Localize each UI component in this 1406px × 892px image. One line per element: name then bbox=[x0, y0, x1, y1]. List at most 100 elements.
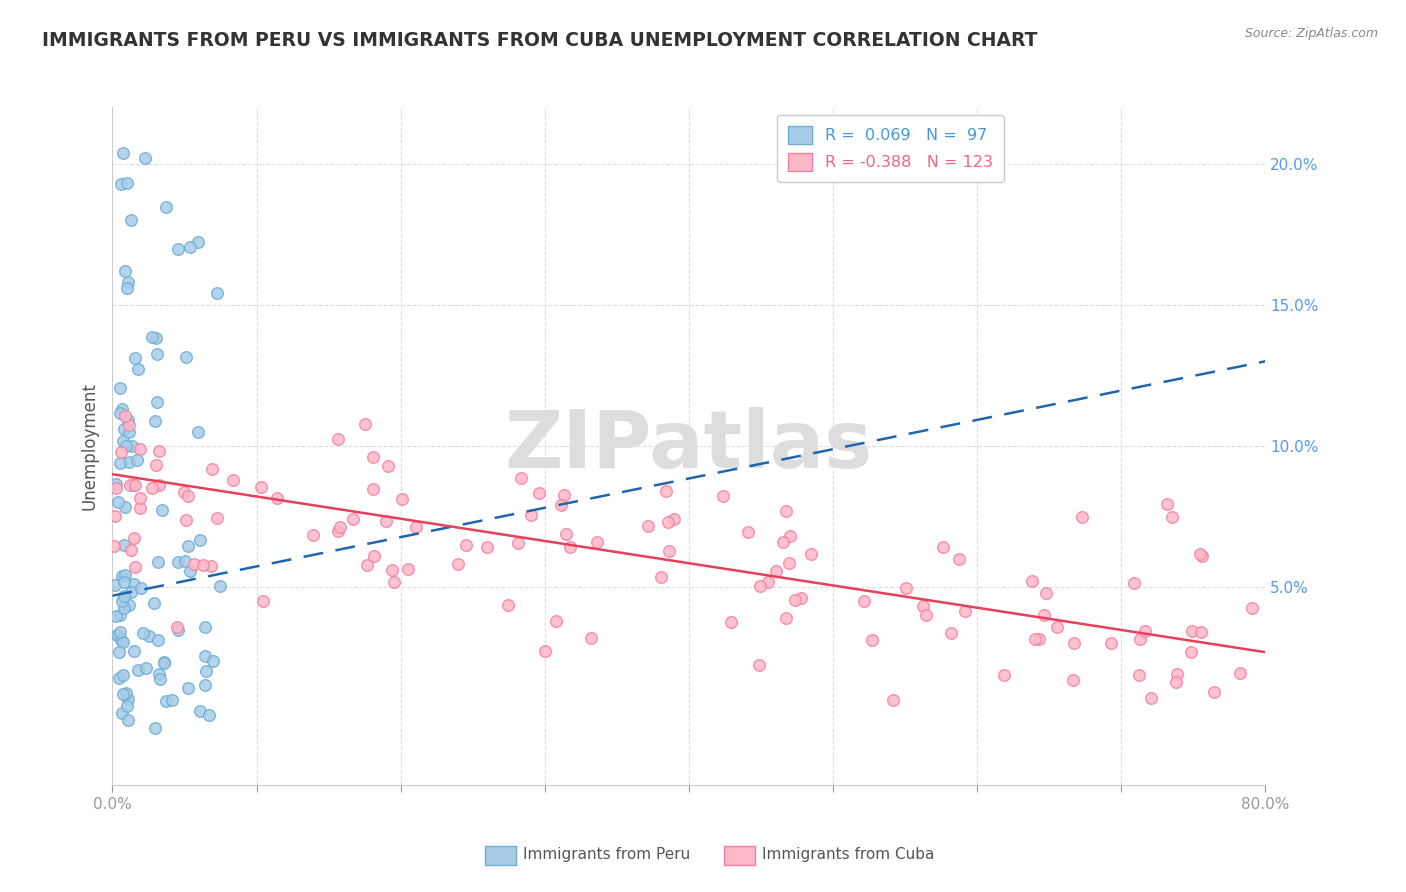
Point bbox=[737, 525, 759, 540]
Point bbox=[174, 350, 197, 364]
Point bbox=[115, 439, 138, 453]
Point bbox=[143, 414, 166, 428]
Point bbox=[174, 513, 197, 527]
Point bbox=[111, 667, 134, 681]
Point bbox=[896, 582, 918, 596]
Point bbox=[127, 453, 149, 467]
Point bbox=[114, 500, 136, 514]
Point bbox=[209, 579, 232, 593]
Point bbox=[118, 417, 141, 432]
Point bbox=[122, 477, 145, 491]
Point bbox=[115, 176, 138, 190]
Point bbox=[201, 462, 224, 476]
Point bbox=[177, 681, 200, 695]
Point bbox=[1181, 624, 1204, 638]
Point bbox=[496, 598, 519, 612]
Point bbox=[201, 654, 224, 668]
Point bbox=[785, 593, 807, 607]
Point bbox=[104, 578, 127, 592]
Point bbox=[662, 512, 685, 526]
Point bbox=[650, 570, 672, 584]
Point bbox=[143, 721, 166, 735]
Text: Source: ZipAtlas.com: Source: ZipAtlas.com bbox=[1244, 27, 1378, 40]
Point bbox=[454, 538, 477, 552]
Point bbox=[112, 574, 135, 589]
Point bbox=[153, 657, 176, 671]
Text: IMMIGRANTS FROM PERU VS IMMIGRANTS FROM CUBA UNEMPLOYMENT CORRELATION CHART: IMMIGRANTS FROM PERU VS IMMIGRANTS FROM … bbox=[42, 31, 1038, 50]
Point bbox=[356, 558, 378, 572]
Point bbox=[179, 564, 201, 578]
Point bbox=[120, 212, 142, 227]
Point bbox=[381, 563, 404, 577]
Point bbox=[188, 533, 211, 548]
Point bbox=[1156, 497, 1178, 511]
Point bbox=[129, 581, 152, 595]
Point bbox=[122, 644, 145, 658]
Point bbox=[529, 485, 551, 500]
Point bbox=[1024, 632, 1046, 647]
Point bbox=[1129, 632, 1152, 647]
Point bbox=[110, 456, 132, 470]
Point bbox=[1071, 509, 1094, 524]
Point bbox=[114, 263, 136, 277]
Point bbox=[911, 599, 934, 613]
Point bbox=[779, 528, 801, 542]
Point bbox=[141, 330, 163, 344]
Point bbox=[121, 439, 143, 453]
Point bbox=[1166, 666, 1188, 681]
Point bbox=[772, 534, 794, 549]
Point bbox=[112, 589, 135, 603]
Point bbox=[326, 524, 349, 538]
Point bbox=[111, 634, 134, 648]
Point bbox=[1128, 668, 1150, 682]
Point bbox=[194, 648, 217, 663]
Point bbox=[882, 693, 904, 707]
Point bbox=[748, 578, 770, 592]
Point bbox=[932, 541, 955, 555]
Point bbox=[534, 644, 557, 658]
Point bbox=[194, 678, 217, 692]
Point bbox=[148, 666, 170, 681]
Text: Immigrants from Peru: Immigrants from Peru bbox=[523, 847, 690, 862]
Point bbox=[1062, 673, 1084, 688]
Point bbox=[194, 620, 217, 634]
Point bbox=[775, 504, 797, 518]
Point bbox=[112, 422, 135, 436]
Point bbox=[800, 547, 823, 561]
Point bbox=[1161, 509, 1184, 524]
Point bbox=[342, 511, 364, 525]
Point bbox=[790, 591, 813, 605]
Point bbox=[447, 557, 470, 571]
Point bbox=[579, 631, 602, 645]
Point bbox=[720, 615, 742, 629]
Point bbox=[114, 409, 136, 423]
Point bbox=[110, 625, 132, 640]
Point bbox=[177, 489, 200, 503]
Point bbox=[658, 544, 681, 558]
Point bbox=[302, 527, 325, 541]
Point bbox=[122, 532, 145, 546]
Point bbox=[145, 347, 167, 361]
Point bbox=[377, 458, 399, 473]
Point bbox=[110, 177, 132, 191]
Point bbox=[550, 498, 572, 512]
Point bbox=[1189, 624, 1212, 639]
Point bbox=[118, 425, 141, 439]
Point bbox=[853, 593, 876, 607]
Point bbox=[110, 381, 132, 395]
Point bbox=[166, 620, 188, 634]
Point bbox=[117, 598, 139, 612]
Point bbox=[117, 275, 139, 289]
Point bbox=[112, 538, 135, 552]
Point bbox=[1188, 547, 1211, 561]
Point bbox=[1035, 586, 1057, 600]
Point bbox=[145, 394, 167, 409]
Point bbox=[141, 481, 163, 495]
Point bbox=[475, 540, 498, 554]
Point bbox=[506, 536, 529, 550]
Point bbox=[110, 633, 132, 648]
Point bbox=[117, 413, 139, 427]
Point bbox=[586, 535, 609, 549]
Point bbox=[1229, 666, 1251, 681]
Point bbox=[374, 514, 396, 528]
